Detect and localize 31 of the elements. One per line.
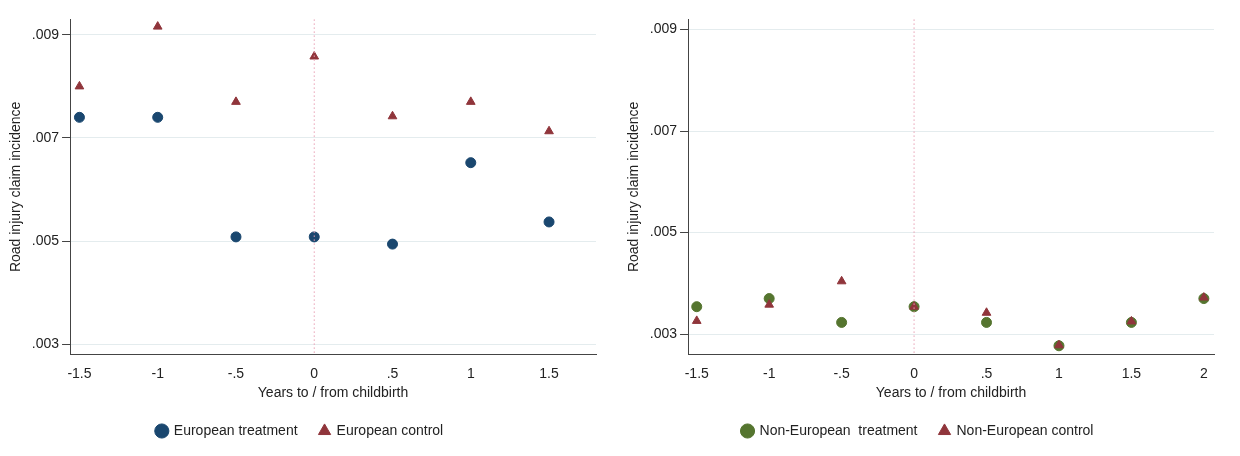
y-tick-label: .007 (649, 121, 678, 138)
x-tick-label: -.5 (227, 364, 245, 381)
y-tick-label: .003 (649, 324, 678, 341)
y-tick-label: .005 (649, 223, 678, 240)
x-tick-label: 2 (1199, 364, 1208, 381)
y-tick-label: .005 (31, 231, 60, 248)
y-tick-label: .009 (31, 25, 60, 42)
legend-label: Non-European control (956, 421, 1094, 438)
x-tick-label: -.5 (833, 364, 851, 381)
legend-label: Non-European treatment (759, 421, 918, 438)
x-axis-title: Years to / from childbirth (875, 384, 1027, 401)
x-tick-label: -1.5 (67, 364, 92, 381)
x-tick-label: 1.5 (1121, 364, 1142, 381)
y-axis-title: Road injury claim incidence (7, 101, 24, 273)
x-tick-label: -1 (762, 364, 776, 381)
x-tick-label: 1.5 (539, 364, 559, 381)
x-tick-label: -1.5 (684, 364, 710, 381)
y-tick-label: .007 (31, 128, 60, 145)
legend-label: European treatment (173, 421, 298, 438)
x-tick-label: .5 (980, 364, 993, 381)
y-tick-label: .009 (649, 20, 678, 37)
x-tick-label: 0 (310, 364, 319, 381)
y-tick-label: .003 (31, 334, 60, 351)
legend-label: European control (336, 421, 444, 438)
x-axis-title: Years to / from childbirth (257, 384, 409, 401)
x-tick-label: 0 (910, 364, 919, 381)
y-axis-title: Road injury claim incidence (625, 101, 642, 273)
x-tick-label: 1 (1055, 364, 1064, 381)
x-tick-label: 1 (466, 364, 475, 381)
x-tick-label: .5 (386, 364, 399, 381)
x-tick-label: -1 (151, 364, 165, 381)
